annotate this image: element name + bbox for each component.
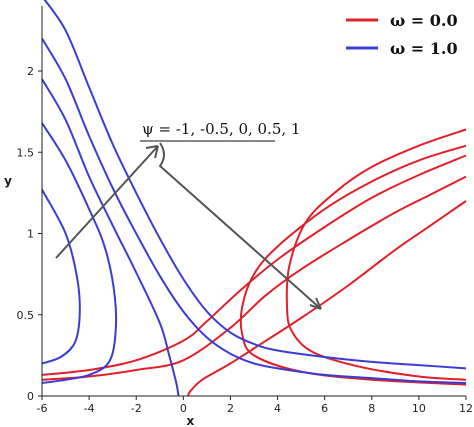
x-tick-label-7: 8 [368, 402, 375, 415]
series-0-curve-1 [41, 175, 467, 381]
plot-area [42, 6, 466, 396]
x-axis-title: x [187, 414, 195, 427]
x-tick-label-4: 2 [227, 402, 234, 415]
series-1-curve-4 [41, 189, 81, 365]
annotation: ψ = -1, -0.5, 0, 0.5, 1 [55, 120, 322, 310]
series-0-curve-2 [41, 154, 467, 376]
x-tick-label-5: 4 [274, 402, 281, 415]
series-1-curve-3 [41, 122, 118, 384]
legend-label-omega-0: ω = 0.0 [390, 11, 458, 30]
x-tick-label-9: 12 [459, 402, 473, 415]
y-tick-label-0: 0 [27, 390, 34, 403]
legend-label-omega-1: ω = 1.0 [390, 39, 458, 58]
x-tick-label-0: -6 [37, 402, 48, 415]
x-tick-label-8: 10 [412, 402, 426, 415]
x-tick-label-6: 6 [321, 402, 328, 415]
x-tick-label-1: -4 [84, 402, 95, 415]
axes: -6 -4 -2 0 2 4 6 8 10 12 0 0.5 1 1.5 2 x y [4, 6, 473, 427]
y-axis-title: y [4, 174, 12, 188]
x-tick-label-3: 0 [180, 402, 187, 415]
arrow-to-legend-right [158, 142, 322, 310]
y-tick-label-4: 2 [27, 65, 34, 78]
series-1-curve-2 [41, 78, 180, 397]
arrow-to-legend-left [55, 145, 159, 259]
y-tick-label-2: 1 [27, 228, 34, 241]
legend: ω = 0.0 ω = 1.0 [346, 11, 458, 58]
plot-background [42, 6, 466, 396]
x-tick-label-2: -2 [131, 402, 142, 415]
y-tick-label-1: 0.5 [17, 309, 35, 322]
annotation-label: ψ = -1, -0.5, 0, 0.5, 1 [142, 120, 301, 138]
curves [41, 0, 467, 397]
series-0-curve-0 [187, 200, 467, 397]
y-tick-label-3: 1.5 [17, 146, 35, 159]
series-0-curve-4 [285, 128, 467, 381]
series-1-curve-0 [43, 0, 467, 370]
series-1-curve-1 [41, 38, 467, 384]
